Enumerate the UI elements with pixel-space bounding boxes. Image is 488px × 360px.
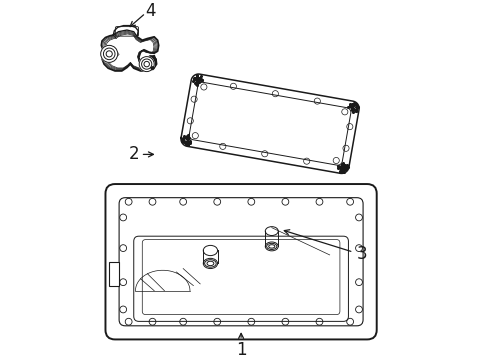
Polygon shape [101,30,158,71]
Polygon shape [113,26,138,37]
Text: 3: 3 [356,245,366,263]
Circle shape [139,57,154,72]
Bar [109,262,119,285]
Circle shape [150,67,154,70]
Circle shape [101,45,118,62]
Text: 2: 2 [128,145,139,163]
Text: 4: 4 [145,2,156,20]
Text: 1: 1 [235,341,246,359]
FancyBboxPatch shape [134,236,348,321]
FancyBboxPatch shape [119,198,363,326]
FancyBboxPatch shape [105,184,376,339]
